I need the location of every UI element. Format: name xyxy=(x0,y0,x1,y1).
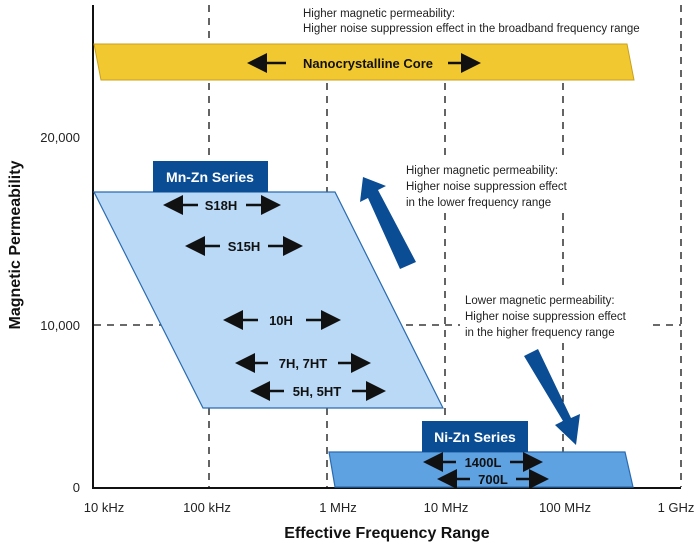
mnzn-note-line2: Higher noise suppression effect xyxy=(406,181,568,193)
grade-label: 10H xyxy=(269,313,293,328)
grade-7h-7ht: 7H, 7HT xyxy=(235,353,371,373)
nizn-note-line3: in the higher frequency range xyxy=(465,327,615,339)
nanocrystalline-note-line1: Higher magnetic permeability: xyxy=(303,8,455,20)
mnzn-note-line3: in the lower frequency range xyxy=(406,197,551,209)
grade-label: 700L xyxy=(478,472,508,487)
mnzn-series-label: Mn-Zn Series xyxy=(166,169,254,185)
y-axis-title: Magnetic Permeability xyxy=(7,160,24,329)
grade-label: 7H, 7HT xyxy=(279,356,327,371)
x-axis-title: Effective Frequency Range xyxy=(284,525,490,542)
y-tick-20000: 20,000 xyxy=(40,130,80,145)
nanocrystalline-note-line2: Higher noise suppression effect in the b… xyxy=(303,23,640,35)
nanocrystalline-label: Nanocrystalline Core xyxy=(303,56,433,71)
x-tick-10khz: 10 kHz xyxy=(84,500,124,515)
x-tick-1ghz: 1 GHz xyxy=(658,500,695,515)
x-tick-10mhz: 10 MHz xyxy=(424,500,469,515)
y-tick-10000: 10,000 xyxy=(40,318,80,333)
grade-10h: 10H xyxy=(223,310,341,330)
grade-5h-5ht: 5H, 5HT xyxy=(250,381,386,401)
arrow-down-icon xyxy=(524,349,580,445)
grade-label: 5H, 5HT xyxy=(293,384,341,399)
grade-1400l: 1400L xyxy=(423,452,543,472)
grade-label: S18H xyxy=(205,198,238,213)
nizn-region: Ni-Zn Series 1400L 700L xyxy=(328,421,634,489)
nizn-note-line1: Lower magnetic permeability: xyxy=(465,295,615,307)
note-background xyxy=(400,160,585,212)
grade-700l: 700L xyxy=(437,469,549,489)
mnzn-note-line1: Higher magnetic permeability: xyxy=(406,165,558,177)
nizn-series-label: Ni-Zn Series xyxy=(434,429,516,445)
nizn-note-line2: Higher noise suppression effect xyxy=(465,311,627,323)
nanocrystalline-region: Nanocrystalline Core xyxy=(93,43,635,81)
mnzn-series-badge xyxy=(153,161,268,192)
grade-label: S15H xyxy=(228,239,261,254)
grade-s15h: S15H xyxy=(185,236,303,256)
x-tick-1mhz: 1 MHz xyxy=(319,500,357,515)
note-background xyxy=(460,290,650,342)
nizn-series-badge xyxy=(422,421,528,452)
y-tick-0: 0 xyxy=(73,480,80,495)
note-background xyxy=(298,4,668,38)
grade-s18h: S18H xyxy=(163,195,281,215)
x-tick-100khz: 100 kHz xyxy=(183,500,231,515)
x-tick-100mhz: 100 MHz xyxy=(539,500,591,515)
arrow-up-icon xyxy=(360,177,416,269)
mnzn-region: Mn-Zn Series S18H S15H 10H 7H, 7HT 5H, 5… xyxy=(93,161,444,409)
grade-label: 1400L xyxy=(465,455,502,470)
